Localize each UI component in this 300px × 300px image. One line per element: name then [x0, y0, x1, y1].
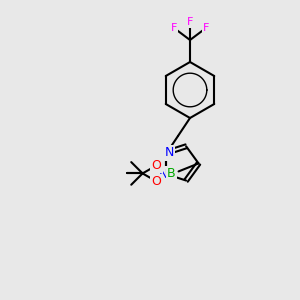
Text: O: O — [152, 175, 161, 188]
Text: O: O — [152, 159, 161, 172]
Text: N: N — [158, 167, 168, 181]
Text: F: F — [171, 23, 177, 33]
Text: N: N — [164, 146, 174, 159]
Text: F: F — [203, 23, 209, 33]
Text: B: B — [167, 167, 176, 180]
Text: F: F — [187, 17, 193, 27]
